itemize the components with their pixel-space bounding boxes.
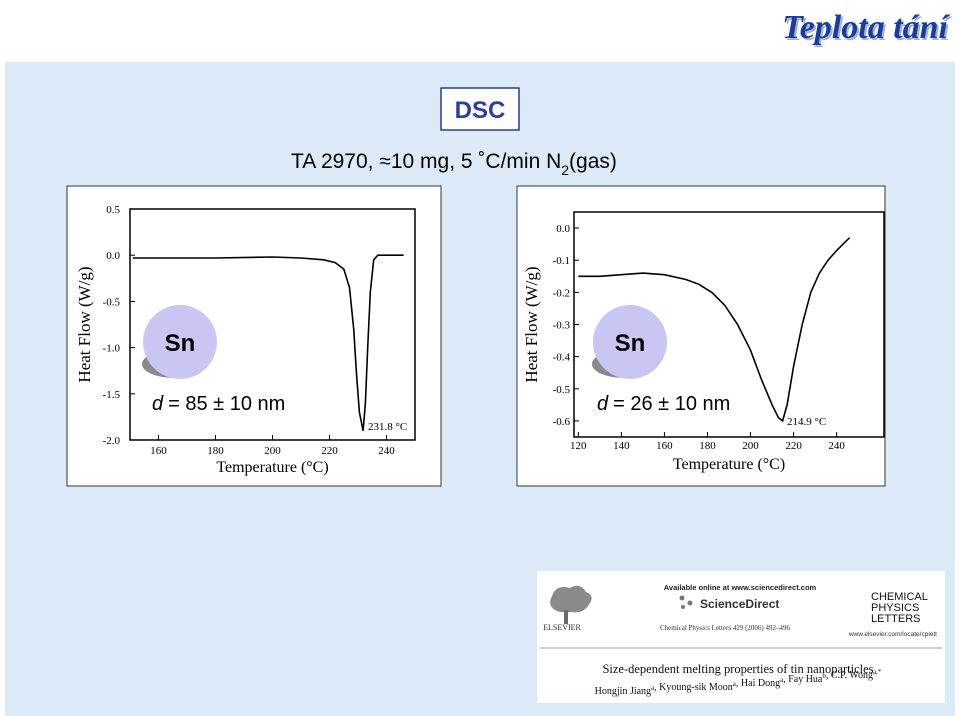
author-sup: a,* [873, 668, 882, 676]
y-tick-label: -0.5 [553, 384, 571, 396]
size-var: d [597, 393, 609, 415]
x-tick-label: 180 [699, 440, 716, 452]
journal-name: LETTERS [871, 613, 921, 625]
x-tick-label: 240 [378, 445, 395, 457]
subtitle-main: TA 2970, ≈10 mg, 5 ˚C/min N [291, 150, 561, 173]
curve [578, 237, 851, 423]
y-axis-title: Heat Flow (W/g) [522, 266, 541, 382]
y-tick-label: -0.5 [103, 296, 121, 308]
paper-box [537, 571, 945, 703]
size-label: d = 26 ± 10 nm [597, 393, 730, 415]
paper-snippet: ELSEVIER Available online at www.science… [537, 571, 945, 703]
sciencedirect: ScienceDirect [700, 597, 779, 611]
y-tick-label: 0.0 [556, 223, 570, 235]
publisher: ELSEVIER [543, 623, 581, 632]
x-tick-label: 220 [785, 440, 802, 452]
author-name: Hongjin Jiang [595, 686, 651, 697]
size-label: d = 85 ± 10 nm [152, 393, 285, 415]
dsc-label: DSC [455, 97, 506, 124]
size-var: d [152, 393, 164, 415]
y-tick-label: 0.0 [106, 250, 120, 262]
chart-box [66, 185, 442, 487]
x-tick-label: 240 [828, 440, 845, 452]
size-text: = 85 ± 10 nm [168, 393, 285, 415]
journal-name: CHEMICAL [871, 591, 928, 603]
title-shadow: Teplota tání [784, 11, 952, 48]
y-tick-label: 0.5 [106, 204, 120, 216]
x-tick-label: 180 [207, 445, 224, 457]
author-name: , Kyoung-sik Moon [654, 682, 733, 693]
y-tick-label: -1.0 [103, 343, 121, 355]
y-tick-label: -1.5 [103, 389, 121, 401]
y-tick-label: -0.4 [553, 352, 571, 364]
elsevier-trunk [564, 610, 568, 624]
y-tick-label: -0.3 [553, 320, 571, 332]
x-tick-label: 120 [570, 440, 587, 452]
x-tick-label: 220 [321, 445, 338, 457]
author-name: , Hai Dong [736, 678, 780, 689]
y-tick-label: -2.0 [103, 435, 121, 447]
particle-label: Sn [165, 330, 196, 357]
subtitle-sub: 2 [561, 162, 569, 178]
x-axis-title: Temperature (°C) [673, 456, 785, 473]
particle [143, 305, 217, 379]
author-sup: b [822, 672, 826, 680]
x-tick-label: 140 [613, 440, 630, 452]
curve [132, 254, 404, 431]
particle [593, 305, 667, 379]
journal-name: PHYSICS [871, 602, 919, 614]
author-sup: a [651, 684, 655, 692]
paper-authors: Hongjin Jianga, Kyoung-sik Moona, Hai Do… [595, 668, 882, 697]
peak-annotation: 214.9 °C [787, 416, 826, 428]
journal-ref: Chemical Physics Letters 429 (2006) 492–… [660, 624, 791, 632]
author-sup: a [780, 676, 784, 684]
subtitle: TA 2970, ≈10 mg, 5 ˚C/min N2(gas) [291, 150, 617, 178]
size-text: = 26 ± 10 nm [613, 393, 730, 415]
elsevier-tree [550, 585, 592, 613]
peak-annotation: 231.8 °C [368, 421, 407, 433]
dsc-box [440, 87, 520, 131]
subtitle-tail: (gas) [569, 150, 617, 173]
x-axis-title: Temperature (°C) [216, 459, 328, 476]
y-tick-label: -0.2 [553, 287, 570, 299]
author-name: , Fay Hua [783, 674, 823, 685]
author-sup: a [733, 680, 737, 688]
y-tick-label: -0.1 [553, 255, 570, 267]
online-line: Available online at www.sciencedirect.co… [664, 583, 817, 592]
particle-label: Sn [615, 330, 646, 357]
paper-title: Size-dependent melting properties of tin… [602, 662, 873, 676]
author-name: , C.P. Wong [826, 670, 873, 681]
sd-dot [679, 595, 685, 601]
y-axis-title: Heat Flow (W/g) [75, 266, 94, 382]
sd-dot [687, 600, 693, 606]
x-tick-label: 200 [264, 445, 281, 457]
sd-dot [681, 605, 685, 609]
x-tick-label: 160 [656, 440, 673, 452]
x-tick-label: 200 [742, 440, 759, 452]
y-tick-label: -0.6 [553, 416, 571, 428]
slide-title: Teplota tání [782, 9, 950, 46]
x-tick-label: 160 [150, 445, 167, 457]
journal-url: www.elsevier.com/locate/cplett [848, 631, 937, 638]
